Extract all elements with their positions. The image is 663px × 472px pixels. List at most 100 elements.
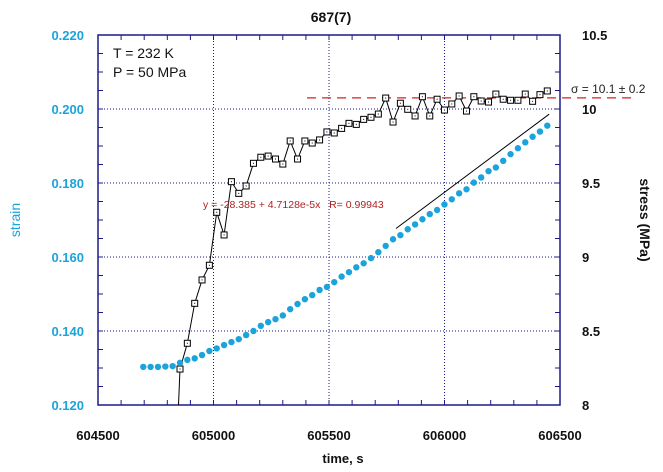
stress-point-dot [443, 109, 445, 111]
strain-point [264, 318, 272, 326]
strain-point [492, 164, 500, 171]
strain-point [375, 248, 382, 256]
strain-point [470, 179, 478, 186]
y-right-tick-label: 9 [582, 250, 589, 265]
stress-point-dot [539, 94, 541, 96]
y-right-tick-label: 8 [582, 398, 589, 413]
y-right-tick-label: 10 [582, 102, 596, 117]
y-right-tick-label: 8.5 [582, 324, 600, 339]
strain-point [272, 315, 279, 323]
strain-point [147, 363, 154, 371]
stress-point-dot [341, 127, 343, 129]
stress-point-dot [465, 110, 467, 112]
stress-point-dot [289, 140, 291, 142]
x-tick-label: 606000 [423, 428, 466, 443]
strain-point [404, 226, 411, 233]
stress-point-dot [495, 93, 497, 95]
stress-point-dot [282, 163, 284, 165]
stress-point-dot [355, 123, 357, 125]
stress-point-dot [216, 211, 218, 213]
stress-point-dot [252, 162, 254, 164]
stress-point-dot [223, 234, 225, 236]
stress-point-dot [524, 93, 526, 95]
strain-point [529, 133, 536, 140]
y-right-tick-label: 9.5 [582, 176, 600, 191]
strain-point [286, 305, 294, 313]
strain-point [242, 331, 250, 339]
strain-point [345, 268, 353, 276]
stress-point-dot [532, 100, 534, 102]
stress-point-dot [326, 131, 328, 133]
stress-point-dot [451, 103, 453, 105]
x-tick-label: 605500 [307, 428, 350, 443]
strain-point [389, 236, 397, 243]
strain-point [477, 174, 485, 181]
strain-point [522, 139, 529, 146]
stress-point-dot [392, 121, 394, 123]
stress-line [179, 90, 548, 370]
chart-title: 687(7) [311, 9, 351, 25]
y-left-tick-label: 0.160 [51, 250, 84, 265]
strain-point [184, 356, 191, 364]
stress-point-dot [238, 192, 240, 194]
stress-point-dot [488, 101, 490, 103]
strain-point [235, 335, 242, 343]
strain-point [536, 128, 544, 135]
strain-point [544, 122, 551, 129]
stress-point-dot [363, 118, 365, 120]
stress-point-dot [275, 158, 277, 160]
stress-point-dot [179, 368, 181, 370]
strain-point [433, 206, 441, 214]
stress-point-dot [311, 142, 313, 144]
x-tick-label: 604500 [76, 428, 119, 443]
strain-point [309, 291, 316, 299]
strain-point [419, 216, 426, 223]
strain-point [448, 196, 455, 203]
strain-point [353, 264, 360, 271]
stress-point-dot [260, 156, 262, 158]
strain-point [426, 210, 433, 218]
strain-point [198, 351, 206, 359]
strain-point [294, 300, 301, 308]
strain-point [500, 157, 507, 164]
stress-point-dot [436, 98, 438, 100]
y-left-tick-label: 0.200 [51, 102, 84, 117]
strain-point [169, 362, 176, 370]
x-tick-label: 605000 [192, 428, 235, 443]
strain-point [397, 231, 404, 239]
strain-point [514, 145, 522, 152]
fit-line [395, 113, 550, 229]
y-left-tick-label: 0.140 [51, 324, 84, 339]
strain-point [206, 347, 213, 355]
stress-point-dot [333, 132, 335, 134]
stress-point-dot [399, 102, 401, 104]
stress-point-dot [502, 98, 504, 100]
stress-line-start [178, 369, 181, 406]
y-left-tick-label: 0.120 [51, 398, 84, 413]
stress-point-dot [194, 302, 196, 304]
strain-point [323, 283, 331, 291]
stress-point-dot [517, 99, 519, 101]
strain-point [213, 345, 220, 352]
strain-point [360, 260, 367, 267]
stress-point-dot [370, 116, 372, 118]
stress-point-dot [377, 113, 379, 115]
strain-point [250, 327, 257, 335]
strain-point [441, 201, 448, 208]
stress-point-dot [385, 97, 387, 99]
y-left-axis-label: strain [7, 203, 23, 237]
strain-point [331, 278, 338, 286]
stress-point-dot [267, 155, 269, 157]
strain-point [279, 312, 287, 319]
stress-point-dot [407, 108, 409, 110]
strain-point [382, 242, 389, 250]
stress-point-dot [186, 342, 188, 344]
strain-point [507, 150, 514, 158]
stress-point-dot [319, 139, 321, 141]
stress-point-dot [414, 115, 416, 117]
stress-point-dot [304, 140, 306, 142]
strain-point [455, 190, 463, 197]
x-axis-label: time, s [322, 451, 363, 466]
plot-frame [97, 34, 561, 406]
